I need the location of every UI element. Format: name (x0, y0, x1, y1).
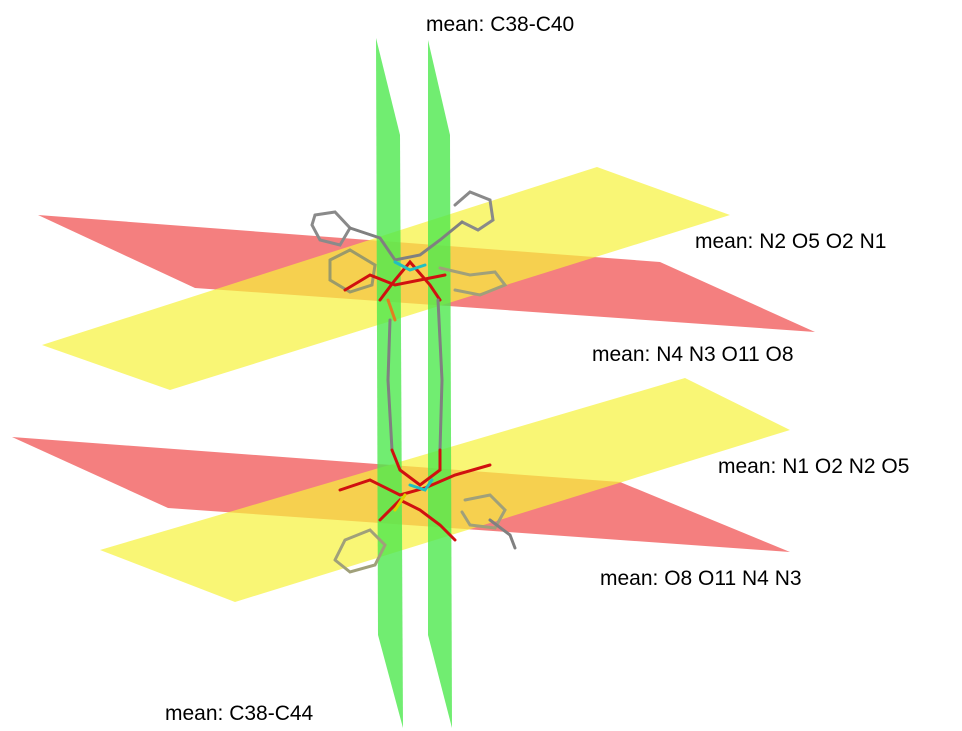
planes-figure (0, 0, 962, 731)
plane-label: mean: C38-C44 (165, 702, 313, 726)
plane-label: mean: O8 O11 N4 N3 (600, 567, 802, 591)
plane-label: mean: N2 O5 O2 N1 (695, 230, 886, 254)
plane-label: mean: C38-C40 (426, 13, 574, 37)
plane-label: mean: N4 N3 O11 O8 (592, 343, 794, 367)
figure: mean: C38-C40 mean: N2 O5 O2 N1 mean: N4… (0, 0, 962, 731)
green-plane (428, 40, 452, 728)
plane-label: mean: N1 O2 N2 O5 (718, 455, 909, 479)
